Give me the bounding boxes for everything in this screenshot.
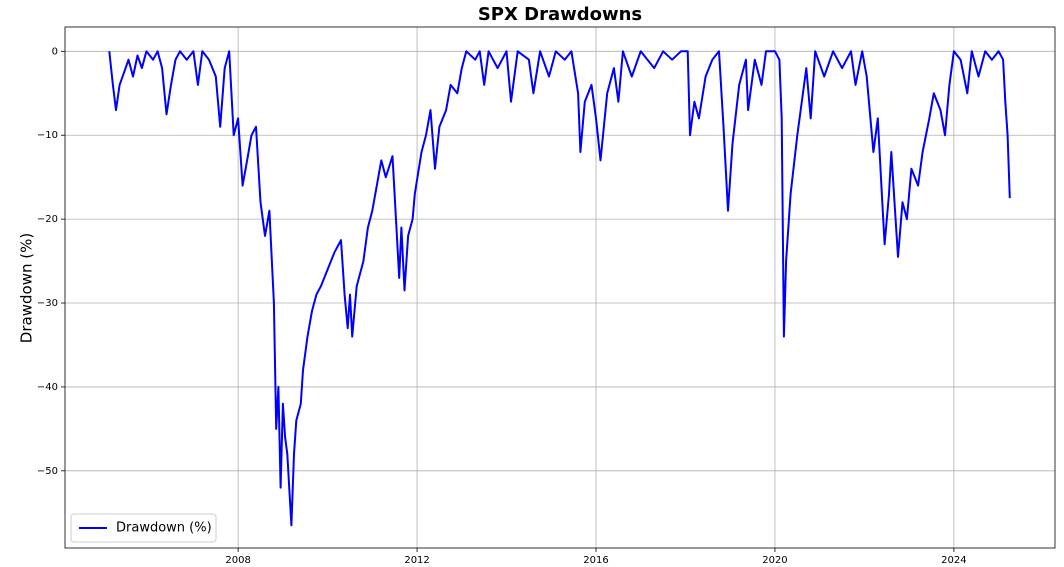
y-tick-label: −10 — [37, 130, 58, 141]
x-tick-label: 2016 — [583, 555, 608, 566]
y-tick-label: −20 — [37, 214, 58, 225]
y-tick-label: −40 — [37, 382, 58, 393]
y-tick-label: 0 — [52, 46, 58, 57]
plot-frame — [64, 26, 1056, 549]
y-axis-label: Drawdown (%) — [18, 233, 36, 343]
chart-title: SPX Drawdowns — [478, 4, 642, 25]
y-tick-label: −50 — [37, 466, 58, 477]
x-tick-label: 2020 — [762, 555, 787, 566]
y-tick-label: −30 — [37, 298, 58, 309]
x-tick-label: 2008 — [225, 555, 250, 566]
x-tick-label: 2024 — [941, 555, 966, 566]
legend-label: Drawdown (%) — [116, 521, 212, 536]
line — [108, 50, 1011, 527]
legend-box — [70, 513, 217, 543]
legend: Drawdown (%) — [70, 513, 217, 543]
x-tick-label: 2012 — [404, 555, 429, 566]
